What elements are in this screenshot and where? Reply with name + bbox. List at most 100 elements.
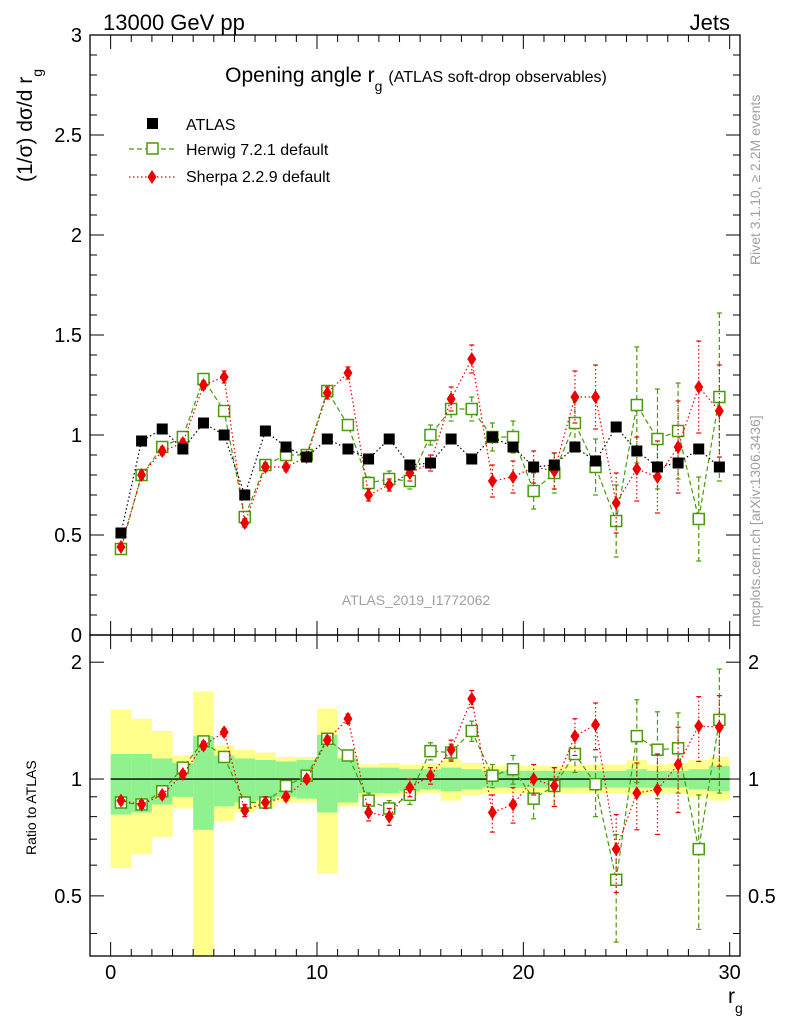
atlas-line <box>120 422 720 534</box>
atlas-point <box>342 443 354 455</box>
ratio-sherpa-point <box>487 805 497 820</box>
atlas-point <box>445 433 457 445</box>
legend-sherpa-label: Sherpa 2.2.9 default <box>186 169 331 186</box>
atlas-point <box>301 451 313 463</box>
ratio-herwig-point <box>279 779 293 793</box>
ratio-sherpa-point <box>240 803 250 818</box>
atlas-point <box>197 417 209 429</box>
atlas-point <box>569 441 581 453</box>
ratio-sherpa-point <box>384 809 394 824</box>
ratio-sherpa-point <box>116 793 126 808</box>
sherpa-point <box>281 460 291 474</box>
herwig-point <box>527 484 540 498</box>
ratio-herwig-point <box>424 744 437 758</box>
ratio-herwig-point <box>589 777 602 791</box>
sherpa-line <box>120 357 720 548</box>
herwig-point <box>671 424 685 438</box>
sherpa-point <box>446 392 456 406</box>
ratio-herwig-point <box>630 729 644 743</box>
atlas-point <box>590 455 602 467</box>
atlas-point <box>280 441 292 453</box>
ratio-sherpa-point <box>281 789 291 804</box>
legend-herwig-label: Herwig 7.2.1 default <box>186 142 329 159</box>
ratio-y-tick-label: 1 <box>71 769 82 791</box>
sherpa-point <box>219 370 229 384</box>
ratio-sherpa-point <box>611 842 621 857</box>
y-tick-label: 0 <box>71 625 82 647</box>
sherpa-point <box>467 352 477 366</box>
ratio-herwig-point <box>341 749 355 762</box>
y-tick-label: 1 <box>71 425 82 447</box>
legend-herwig-marker <box>146 142 159 155</box>
analysis-watermark: ATLAS_2019_I1772062 <box>342 592 491 608</box>
legend-sherpa-marker <box>147 170 157 184</box>
chart-title-suffix: (ATLAS soft-drop observables) <box>388 69 606 86</box>
ratio-herwig-point <box>486 769 499 782</box>
atlas-point <box>136 435 148 447</box>
sherpa-point <box>508 470 518 484</box>
sherpa-point <box>694 380 704 394</box>
ratio-sherpa-point <box>508 797 518 812</box>
ratio-sherpa-point <box>343 711 353 726</box>
herwig-point <box>424 428 437 442</box>
atlas-point <box>610 421 622 433</box>
chart-title-main: Opening angle r <box>225 64 374 87</box>
ratio-plot-content: 0 10 20 30 0.5 0.5 1 1 2 2 <box>54 634 776 984</box>
y-axis-label-main: (1/σ) dσ/d r <box>14 77 37 182</box>
ratio-sherpa-point <box>549 778 559 793</box>
ratio-sherpa-point <box>260 795 270 810</box>
ratio-frame <box>89 634 741 957</box>
sherpa-point <box>591 390 601 404</box>
atlas-point <box>672 457 684 469</box>
ratio-y-tick-label: 2 <box>71 652 82 674</box>
atlas-point <box>548 459 560 471</box>
x-tick-label: 20 <box>512 962 534 984</box>
ratio-herwig-point <box>506 762 520 776</box>
ratio-sherpa-point <box>425 768 435 783</box>
ratio-sherpa-point <box>137 797 147 812</box>
sherpa-point <box>364 488 374 502</box>
ratio-sherpa-point <box>364 805 374 820</box>
ratio-herwig-point <box>217 750 231 764</box>
sherpa-point <box>384 478 394 492</box>
main-plot-content: 0 0.5 1 1.5 2 2.5 3 <box>54 25 741 647</box>
atlas-point <box>528 461 540 473</box>
sherpa-point <box>157 444 167 458</box>
sherpa-point <box>240 516 250 530</box>
atlas-point <box>651 461 663 473</box>
y-tick-label: 1.5 <box>54 325 82 347</box>
sherpa-point <box>322 386 332 400</box>
atlas-point <box>424 457 436 469</box>
chart-title: Opening angle rg (ATLAS soft-drop observa… <box>225 64 607 94</box>
ratio-panel: 0 10 20 30 0.5 0.5 1 1 2 2 Ratio to ATLAS rg <box>23 634 776 1016</box>
x-axis-label-main: r <box>728 985 735 1008</box>
x-axis-label: rg <box>728 985 743 1016</box>
y-axis-label: (1/σ) dσ/d rg <box>14 69 45 182</box>
atlas-point <box>631 445 643 457</box>
ratio-stat-uncertainty-band <box>316 734 338 813</box>
sherpa-point <box>632 462 642 476</box>
ratio-herwig-point <box>465 724 478 738</box>
rivet-version-label: Rivet 3.1.10, ≥ 2.2M events <box>747 95 763 265</box>
ratio-sherpa-point <box>591 717 601 732</box>
sherpa-point <box>198 378 208 392</box>
ratio-stat-uncertainty-band <box>378 767 400 794</box>
ratio-stat-uncertainty-band <box>131 754 152 813</box>
ratio-stat-uncertainty-band <box>193 736 214 830</box>
atlas-point <box>363 453 375 465</box>
y-tick-label: 2.5 <box>54 125 82 147</box>
atlas-point <box>321 433 333 445</box>
atlas-point <box>218 429 230 441</box>
ratio-sherpa-point <box>673 757 683 772</box>
ratio-herwig-point <box>568 747 582 761</box>
ratio-sherpa-point <box>198 738 208 753</box>
atlas-point <box>404 459 416 471</box>
ratio-sherpa-point <box>157 787 167 802</box>
atlas-point <box>383 433 395 445</box>
ratio-sherpa-point <box>467 691 477 706</box>
ratio-stat-uncertainty-band <box>255 759 276 801</box>
herwig-point <box>506 430 520 444</box>
ratio-sherpa-point <box>446 742 456 757</box>
ratio-sherpa-point <box>652 782 662 797</box>
